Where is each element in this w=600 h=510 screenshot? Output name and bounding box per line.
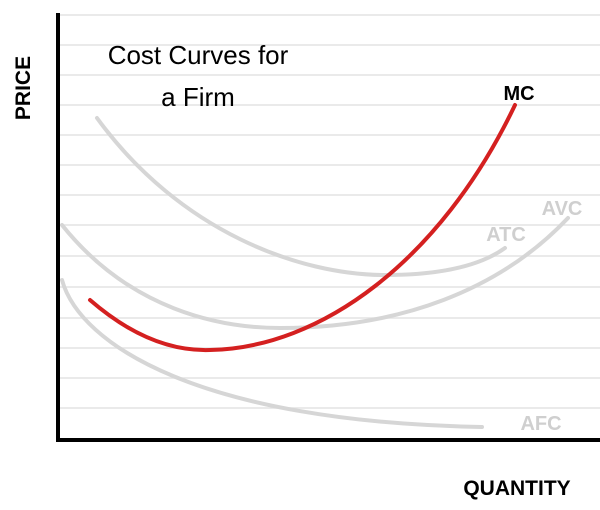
y-axis-label: PRICE — [12, 56, 35, 120]
avc-curve — [60, 216, 570, 331]
curve-label: MC — [503, 83, 534, 105]
grid — [58, 14, 600, 409]
curve-label: AFC — [520, 413, 561, 435]
atc-curve — [95, 116, 507, 278]
curve-label: ATC — [486, 224, 526, 246]
title-line: a Firm — [161, 82, 235, 112]
curve-label: AVC — [542, 198, 583, 220]
afc-curve — [60, 278, 484, 429]
title-line: Cost Curves for — [108, 40, 289, 70]
mc-curve — [88, 103, 517, 353]
x-axis-label: QUANTITY — [463, 477, 570, 500]
